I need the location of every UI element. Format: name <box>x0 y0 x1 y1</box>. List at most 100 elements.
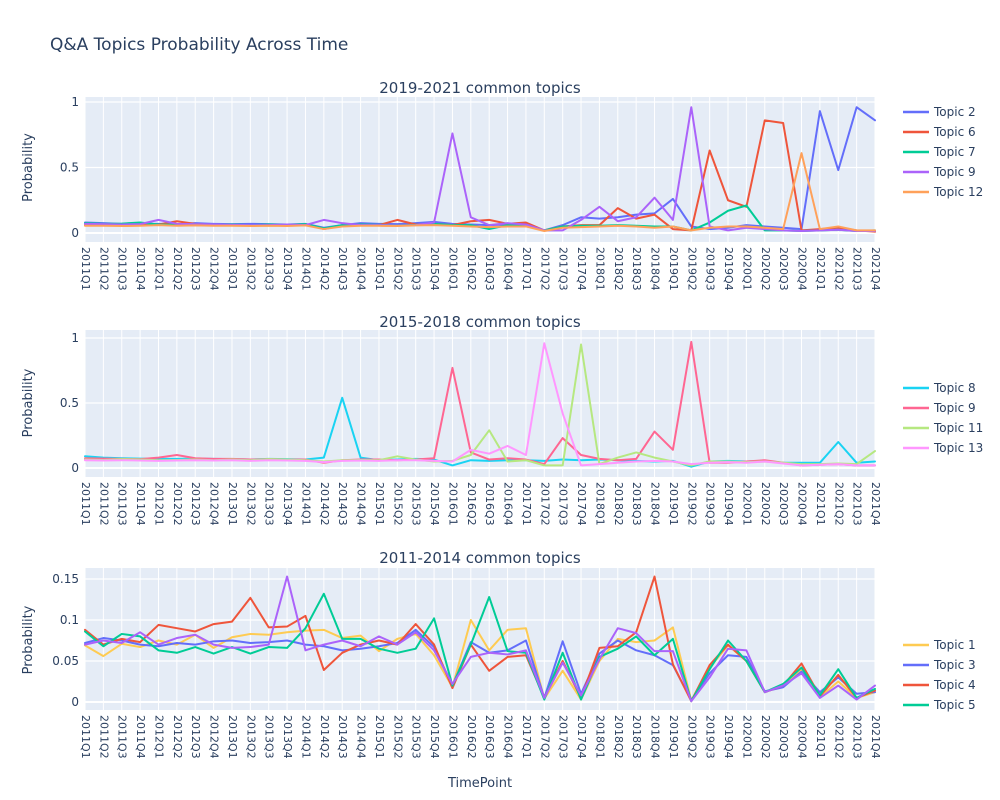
legend-item-topic-5[interactable]: Topic 5 <box>903 698 976 712</box>
legend-item-label: Topic 1 <box>933 638 976 652</box>
x-tick-label: 2020Q4 <box>796 247 809 291</box>
x-tick-label: 2016Q3 <box>483 482 496 526</box>
line-topic-13 <box>84 342 876 467</box>
x-tick-label: 2019Q1 <box>667 247 680 291</box>
x-tick-label: 2015Q4 <box>428 715 441 759</box>
y-gridlines <box>85 337 875 469</box>
x-tick-label: 2012Q2 <box>171 715 184 759</box>
y-tick-label: 1 <box>71 95 79 109</box>
x-tick-label: 2015Q3 <box>410 715 423 759</box>
legend-item-topic-7[interactable]: Topic 7 <box>903 145 976 159</box>
x-tick-label: 2012Q4 <box>208 482 221 526</box>
legend-item-label: Topic 12 <box>933 185 983 199</box>
x-tick-label: 2020Q3 <box>777 715 790 759</box>
y-tick-label: 0.05 <box>52 654 79 668</box>
legend-item-topic-12[interactable]: Topic 12 <box>903 185 983 199</box>
x-tick-label: 2011Q3 <box>116 247 129 291</box>
x-tick-label: 2017Q2 <box>538 715 551 759</box>
plot-area[interactable] <box>85 97 875 242</box>
x-tick-label: 2019Q2 <box>685 247 698 291</box>
legend-item-topic-2[interactable]: Topic 2 <box>903 105 976 119</box>
x-tick-label: 2017Q2 <box>538 482 551 526</box>
x-tick-label: 2014Q4 <box>355 715 368 759</box>
x-tick-label: 2021Q2 <box>832 247 845 291</box>
legend-item-topic-6[interactable]: Topic 6 <box>903 125 976 139</box>
y-tick-label: 0.5 <box>60 396 79 410</box>
y-axis-title-1: Probability <box>21 133 36 202</box>
x-tick-label: 2018Q1 <box>593 715 606 759</box>
x-tick-label: 2011Q3 <box>116 482 129 526</box>
legend-item-topic-1[interactable]: Topic 1 <box>903 638 976 652</box>
x-tick-label: 2013Q3 <box>263 247 276 291</box>
x-tick-label: 2017Q3 <box>557 482 570 526</box>
line-topic-9 <box>84 106 876 233</box>
legend-item-label: Topic 6 <box>933 125 976 139</box>
x-tick-label: 2014Q4 <box>355 247 368 291</box>
legend-group-2: Topic 8 Topic 9 Topic 11 Topic 13 <box>903 381 983 455</box>
x-tick-label: 2017Q4 <box>575 715 588 759</box>
x-tick-label: 2016Q1 <box>446 715 459 759</box>
x-tick-label: 2013Q1 <box>226 482 239 526</box>
legend-item-topic-9[interactable]: Topic 9 <box>903 165 976 179</box>
legend-item-topic-8[interactable]: Topic 8 <box>903 381 976 395</box>
x-tick-label: 2021Q4 <box>869 482 882 526</box>
legend-item-label: Topic 5 <box>933 698 976 712</box>
legend-item-topic-13[interactable]: Topic 13 <box>903 441 983 455</box>
x-tick-label: 2011Q1 <box>79 247 92 291</box>
legend-item-label: Topic 9 <box>933 165 976 179</box>
legend-item-topic-9[interactable]: Topic 9 <box>903 401 976 415</box>
x-tick-label: 2019Q3 <box>704 715 717 759</box>
legend-item-topic-3[interactable]: Topic 3 <box>903 658 976 672</box>
y-tick-label: 0.1 <box>60 613 79 627</box>
x-tick-labels: 2011Q1 2011Q2 2011Q3 2011Q4 2012Q1 2012Q2 2012… <box>79 247 882 291</box>
x-tick-label: 2016Q4 <box>502 247 515 291</box>
plot-area[interactable] <box>85 568 875 710</box>
x-tick-label: 2019Q1 <box>667 715 680 759</box>
legend-group-1: Topic 2 Topic 6 Topic 7 Topic 9 Topic 12 <box>903 105 983 199</box>
x-tick-label: 2017Q4 <box>575 482 588 526</box>
x-tick-label: 2014Q1 <box>299 715 312 759</box>
x-tick-label: 2020Q1 <box>740 482 753 526</box>
x-tick-label: 2021Q1 <box>814 247 827 291</box>
subplot-title-3: 2011-2014 common topics <box>379 549 581 567</box>
legend-item-label: Topic 11 <box>933 421 983 435</box>
line-unlabeled <box>84 575 876 703</box>
y-tick-label: 0 <box>71 226 79 240</box>
x-tick-label: 2018Q2 <box>612 715 625 759</box>
x-tick-label: 2015Q2 <box>391 715 404 759</box>
x-tick-label: 2011Q3 <box>116 715 129 759</box>
legend-group-3: Topic 1 Topic 3 Topic 4 Topic 5 <box>903 638 976 712</box>
legend-item-topic-11[interactable]: Topic 11 <box>903 421 983 435</box>
x-tick-label: 2015Q4 <box>428 482 441 526</box>
y-axis-title-2: Probability <box>21 368 36 437</box>
x-tick-label: 2012Q4 <box>208 247 221 291</box>
x-tick-label: 2016Q2 <box>465 482 478 526</box>
x-tick-label: 2020Q3 <box>777 482 790 526</box>
x-tick-label: 2014Q3 <box>336 715 349 759</box>
x-tick-label: 2016Q3 <box>483 715 496 759</box>
x-tick-label: 2016Q2 <box>465 247 478 291</box>
y-tick-label: 0 <box>71 695 79 709</box>
legend-item-label: Topic 8 <box>933 381 976 395</box>
x-tick-label: 2015Q2 <box>391 247 404 291</box>
x-tick-label: 2013Q3 <box>263 482 276 526</box>
x-tick-label: 2012Q1 <box>152 715 165 759</box>
legend-item-label: Topic 2 <box>933 105 976 119</box>
y-tick-label: 0 <box>71 461 79 475</box>
legend-item-topic-4[interactable]: Topic 4 <box>903 678 976 692</box>
y-tick-labels: 00.51 <box>60 95 79 240</box>
x-tick-label: 2013Q2 <box>244 482 257 526</box>
x-tick-label: 2018Q3 <box>630 482 643 526</box>
x-tick-labels: 2011Q1 2011Q2 2011Q3 2011Q4 2012Q1 2012Q2 2012… <box>79 482 882 526</box>
x-tick-label: 2012Q2 <box>171 247 184 291</box>
x-tick-label: 2015Q3 <box>410 482 423 526</box>
x-tick-label: 2019Q2 <box>685 715 698 759</box>
x-tick-label: 2015Q1 <box>373 482 386 526</box>
x-tick-label: 2014Q1 <box>299 247 312 291</box>
x-tick-label: 2016Q2 <box>465 715 478 759</box>
legend-item-label: Topic 13 <box>933 441 983 455</box>
x-tick-label: 2016Q4 <box>502 715 515 759</box>
